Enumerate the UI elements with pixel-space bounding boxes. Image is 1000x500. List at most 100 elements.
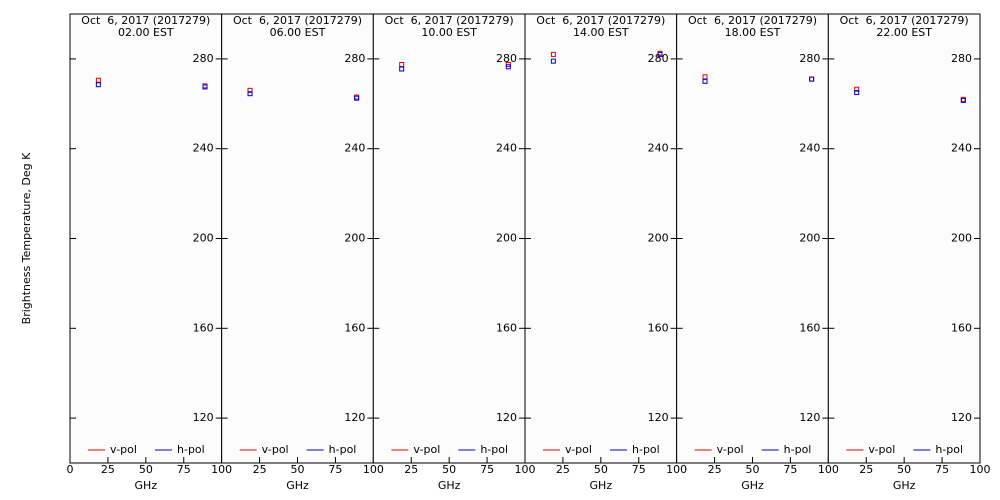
marker: [550, 58, 556, 64]
x-tick-label: 100: [970, 463, 991, 476]
panel-frame: [676, 13, 829, 464]
x-tick-label: 75: [328, 463, 342, 476]
panel-title: Oct 6, 2017 (2017279): [536, 14, 665, 27]
marker: [550, 51, 556, 57]
marker: [247, 91, 253, 97]
marker: [854, 86, 860, 92]
marker: [960, 97, 966, 103]
x-tick-label: 0: [67, 463, 74, 476]
y-tick-label: 240: [344, 142, 365, 155]
y-tick-label: 160: [951, 321, 972, 334]
x-tick-label: 50: [442, 463, 456, 476]
y-tick-label: 240: [648, 142, 669, 155]
x-axis-label: GHz: [590, 479, 613, 492]
x-axis-label: GHz: [893, 479, 916, 492]
y-tick-label: 160: [344, 321, 365, 334]
y-tick-label: 280: [344, 52, 365, 65]
y-tick-label: 200: [496, 232, 517, 245]
x-axis-label: GHz: [741, 479, 764, 492]
y-tick-label: 200: [193, 232, 214, 245]
panel-frame: [524, 13, 678, 464]
y-tick-label: 120: [951, 411, 972, 424]
y-tick-label: 120: [799, 411, 820, 424]
y-tick-label: 280: [193, 52, 214, 65]
y-tick-label: 120: [344, 411, 365, 424]
x-tick-label: 100: [515, 463, 536, 476]
panel-subtitle: 22.00 EST: [876, 26, 932, 39]
x-tick-label: 50: [594, 463, 608, 476]
y-tick-label: 160: [648, 321, 669, 334]
legend-label: h-pol: [632, 443, 660, 456]
x-tick-label: 75: [935, 463, 949, 476]
legend-label: h-pol: [329, 443, 357, 456]
y-tick-label: 280: [648, 52, 669, 65]
marker: [657, 51, 663, 57]
x-tick-label: 25: [253, 463, 267, 476]
legend-label: h-pol: [784, 443, 812, 456]
x-tick-label: 75: [480, 463, 494, 476]
panel-frame: [69, 13, 223, 464]
marker: [702, 78, 708, 84]
panel-title: Oct 6, 2017 (2017279): [385, 14, 514, 27]
x-tick-label: 100: [818, 463, 839, 476]
marker: [399, 66, 405, 72]
legend-label: v-pol: [262, 443, 289, 456]
x-tick-label: 50: [139, 463, 153, 476]
y-tick-label: 280: [799, 52, 820, 65]
panel-subtitle: 18.00 EST: [725, 26, 781, 39]
x-tick-label: 25: [859, 463, 873, 476]
panel-subtitle: 10.00 EST: [421, 26, 477, 39]
y-tick-label: 160: [193, 321, 214, 334]
marker: [505, 64, 511, 70]
x-tick-label: 75: [632, 463, 646, 476]
legend-label: h-pol: [480, 443, 508, 456]
x-tick-label: 25: [556, 463, 570, 476]
marker: [354, 95, 360, 101]
x-tick-label: 100: [666, 463, 687, 476]
y-tick-label: 240: [799, 142, 820, 155]
x-axis-label: GHz: [286, 479, 309, 492]
y-tick-label: 240: [193, 142, 214, 155]
legend-label: h-pol: [935, 443, 963, 456]
marker: [809, 76, 815, 82]
y-tick-label: 160: [496, 321, 517, 334]
y-tick-label: 120: [193, 411, 214, 424]
x-tick-label: 50: [291, 463, 305, 476]
x-tick-label: 25: [101, 463, 115, 476]
y-tick-label: 200: [951, 232, 972, 245]
y-tick-label: 160: [799, 321, 820, 334]
y-tick-label: 240: [951, 142, 972, 155]
x-axis-label: GHz: [135, 479, 158, 492]
x-tick-label: 75: [783, 463, 797, 476]
x-tick-label: 100: [211, 463, 232, 476]
x-tick-label: 75: [177, 463, 191, 476]
panel-title: Oct 6, 2017 (2017279): [840, 14, 969, 27]
panel-title: Oct 6, 2017 (2017279): [233, 14, 362, 27]
y-tick-label: 280: [951, 52, 972, 65]
panel-subtitle: 06.00 EST: [270, 26, 326, 39]
y-axis-label: Brightness Temperature, Deg K: [20, 152, 33, 324]
marker: [247, 87, 253, 93]
x-tick-label: 25: [404, 463, 418, 476]
legend-label: v-pol: [717, 443, 744, 456]
panel-frame: [827, 13, 981, 464]
x-tick-label: 50: [897, 463, 911, 476]
y-tick-label: 240: [496, 142, 517, 155]
y-tick-label: 200: [648, 232, 669, 245]
x-tick-label: 100: [363, 463, 384, 476]
y-tick-label: 120: [496, 411, 517, 424]
panel-subtitle: 02.00 EST: [118, 26, 174, 39]
marker: [95, 82, 101, 88]
legend-label: v-pol: [413, 443, 440, 456]
legend-label: v-pol: [868, 443, 895, 456]
y-tick-label: 200: [799, 232, 820, 245]
marker: [202, 84, 208, 90]
panel-frame: [221, 13, 374, 464]
panel-title: Oct 6, 2017 (2017279): [81, 14, 210, 27]
legend-label: v-pol: [565, 443, 592, 456]
x-tick-label: 25: [708, 463, 722, 476]
panel-title: Oct 6, 2017 (2017279): [688, 14, 817, 27]
y-tick-label: 200: [344, 232, 365, 245]
x-axis-label: GHz: [438, 479, 461, 492]
